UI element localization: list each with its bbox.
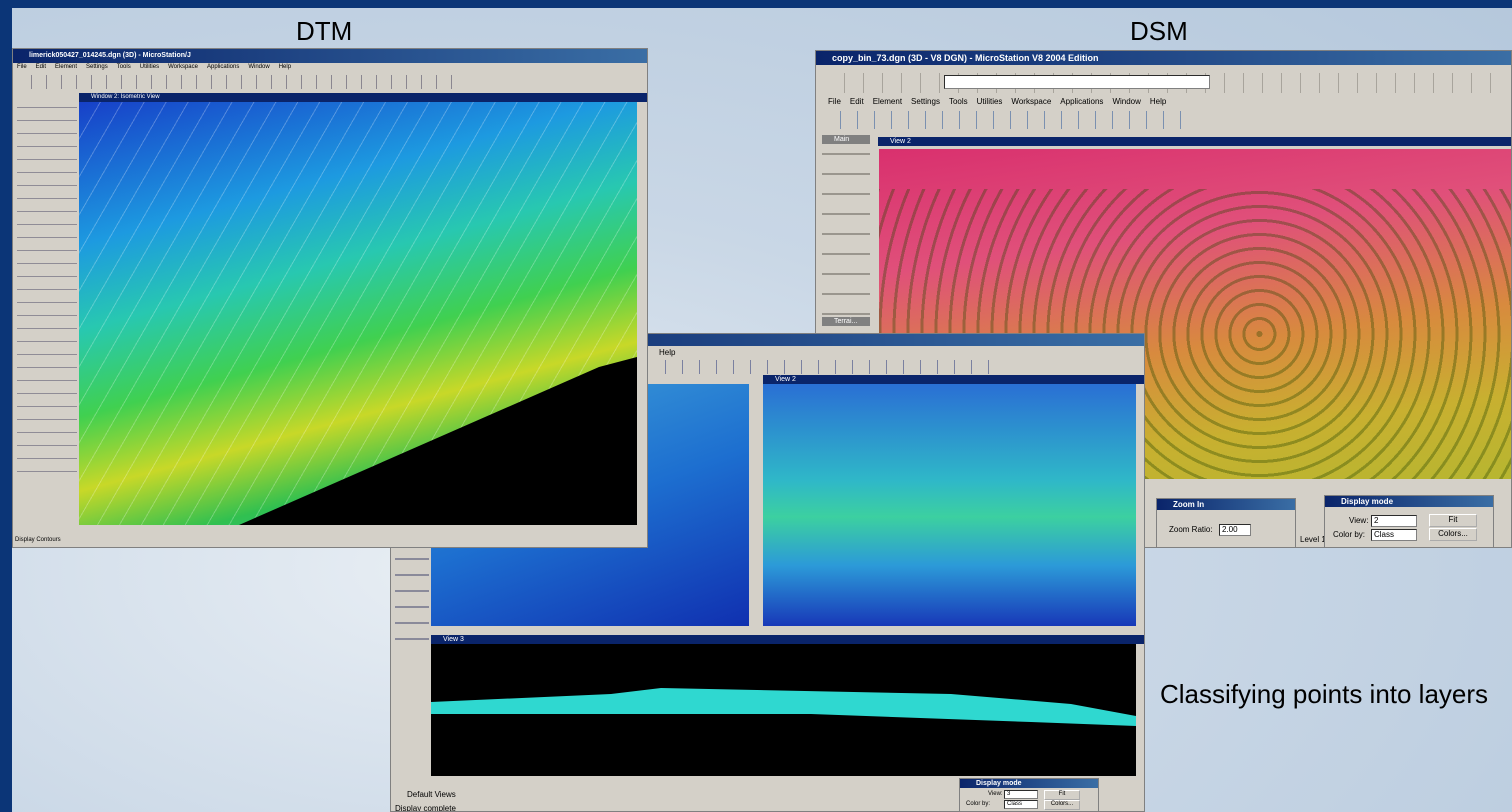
view-value[interactable]: 2 xyxy=(1371,515,1417,527)
view-2 xyxy=(763,384,1136,626)
fit-button[interactable]: Fit xyxy=(1429,514,1477,527)
color-value[interactable]: Class xyxy=(1004,800,1038,809)
dialog-title: Zoom In xyxy=(1157,499,1295,510)
menu-item[interactable]: Utilities xyxy=(139,64,160,70)
dsm-label: DSM xyxy=(1130,16,1188,46)
classify-window: Help View 2 View 3 Default Views Display… xyxy=(390,333,1145,812)
menu-item[interactable]: Settings xyxy=(86,64,108,70)
profile xyxy=(431,688,1136,726)
menu-item[interactable]: Workspace xyxy=(1011,97,1052,106)
key-in[interactable] xyxy=(944,75,1210,89)
point-profile xyxy=(431,688,1136,726)
fit-button[interactable]: Fit xyxy=(1044,790,1080,800)
menu-item[interactable]: Help xyxy=(278,64,292,70)
menu-item[interactable]: Edit xyxy=(35,64,47,70)
dialog-title: Display mode xyxy=(1325,496,1493,507)
frame-left xyxy=(0,0,12,812)
default-views: Default Views xyxy=(407,790,456,799)
menu-item[interactable]: File xyxy=(828,97,841,106)
menu-item[interactable]: Workspace xyxy=(168,64,198,70)
zoom-label: Zoom Ratio: xyxy=(1169,525,1213,534)
window-title: limerick050427_014245.dgn (3D) - MicroSt… xyxy=(13,49,647,63)
dtm-label: DTM xyxy=(296,16,353,46)
tool-palette xyxy=(822,135,870,325)
caption: Classifying points into layers xyxy=(1160,679,1489,709)
color-label: Color by: xyxy=(1333,530,1366,539)
menu-item[interactable]: Window xyxy=(248,64,270,70)
menu-item[interactable]: Window xyxy=(1112,97,1141,106)
colors-button[interactable]: Colors... xyxy=(1044,800,1080,810)
menu-item[interactable]: Element xyxy=(55,64,78,70)
no-data xyxy=(239,357,637,525)
menu-item[interactable]: Help xyxy=(1149,97,1167,106)
menu-item[interactable]: Element xyxy=(872,97,903,106)
view-title: Window 2: Isometric View xyxy=(79,93,647,102)
menu-item[interactable]: Applications xyxy=(1060,97,1104,106)
view-label: View: xyxy=(988,791,1003,797)
zoom-dialog: Zoom In Zoom Ratio: 2.00 xyxy=(1156,498,1296,547)
tool-palette xyxy=(17,95,77,475)
menu-help: Help xyxy=(659,348,676,357)
frame-top xyxy=(0,0,1512,8)
view-title: View 3 xyxy=(431,635,1144,644)
display-dialog: Display mode View: 2 Color by: Class Fit… xyxy=(1324,495,1494,547)
window-title: copy_bin_73.dgn (3D - V8 DGN) - MicroSta… xyxy=(816,51,1511,65)
menu-item[interactable]: Settings xyxy=(911,97,940,106)
dtm-window: limerick050427_014245.dgn (3D) - MicroSt… xyxy=(12,48,648,548)
colors-button[interactable]: Colors... xyxy=(1429,528,1477,541)
view-label: View: xyxy=(1349,516,1369,525)
menu-bar: File Edit Element Settings Tools Utilities Wor… xyxy=(828,97,1175,106)
view-title: View 2 xyxy=(763,375,1144,384)
dialog-title: Display mode xyxy=(960,779,1098,788)
toolbar xyxy=(824,111,1184,129)
view-title: View 2 xyxy=(878,137,1511,146)
status: Display complete xyxy=(395,804,456,812)
zoom-value[interactable]: 2.00 xyxy=(1219,524,1251,536)
toolbar xyxy=(649,360,989,374)
palette-title: Main xyxy=(822,135,870,144)
menu-item[interactable]: Tools xyxy=(948,97,968,106)
no-data-area xyxy=(239,357,637,525)
menu-item[interactable]: Applications xyxy=(206,64,240,70)
view-value[interactable]: 3 xyxy=(1004,790,1038,799)
menu-item[interactable]: Tools xyxy=(116,64,131,70)
display-dialog: Display mode View: 3 Color by: Class Fit… xyxy=(959,778,1099,811)
palette-title: Terrai... xyxy=(822,317,870,326)
menu-item[interactable]: Utilities xyxy=(976,97,1003,106)
view-3 xyxy=(431,644,1136,776)
menu-item[interactable]: File xyxy=(17,64,27,70)
status: Display Contours xyxy=(15,537,61,543)
level: Level 1 xyxy=(1300,535,1326,544)
color-value[interactable]: Class xyxy=(1371,529,1417,541)
menu-item[interactable]: Edit xyxy=(849,97,864,106)
toolbar xyxy=(17,75,457,89)
tool-palette xyxy=(395,544,429,644)
color-label: Color by: xyxy=(966,801,991,807)
menu-bar: File Edit Element Settings Tools Utilities Wor… xyxy=(17,64,300,70)
dtm-view xyxy=(79,102,637,525)
